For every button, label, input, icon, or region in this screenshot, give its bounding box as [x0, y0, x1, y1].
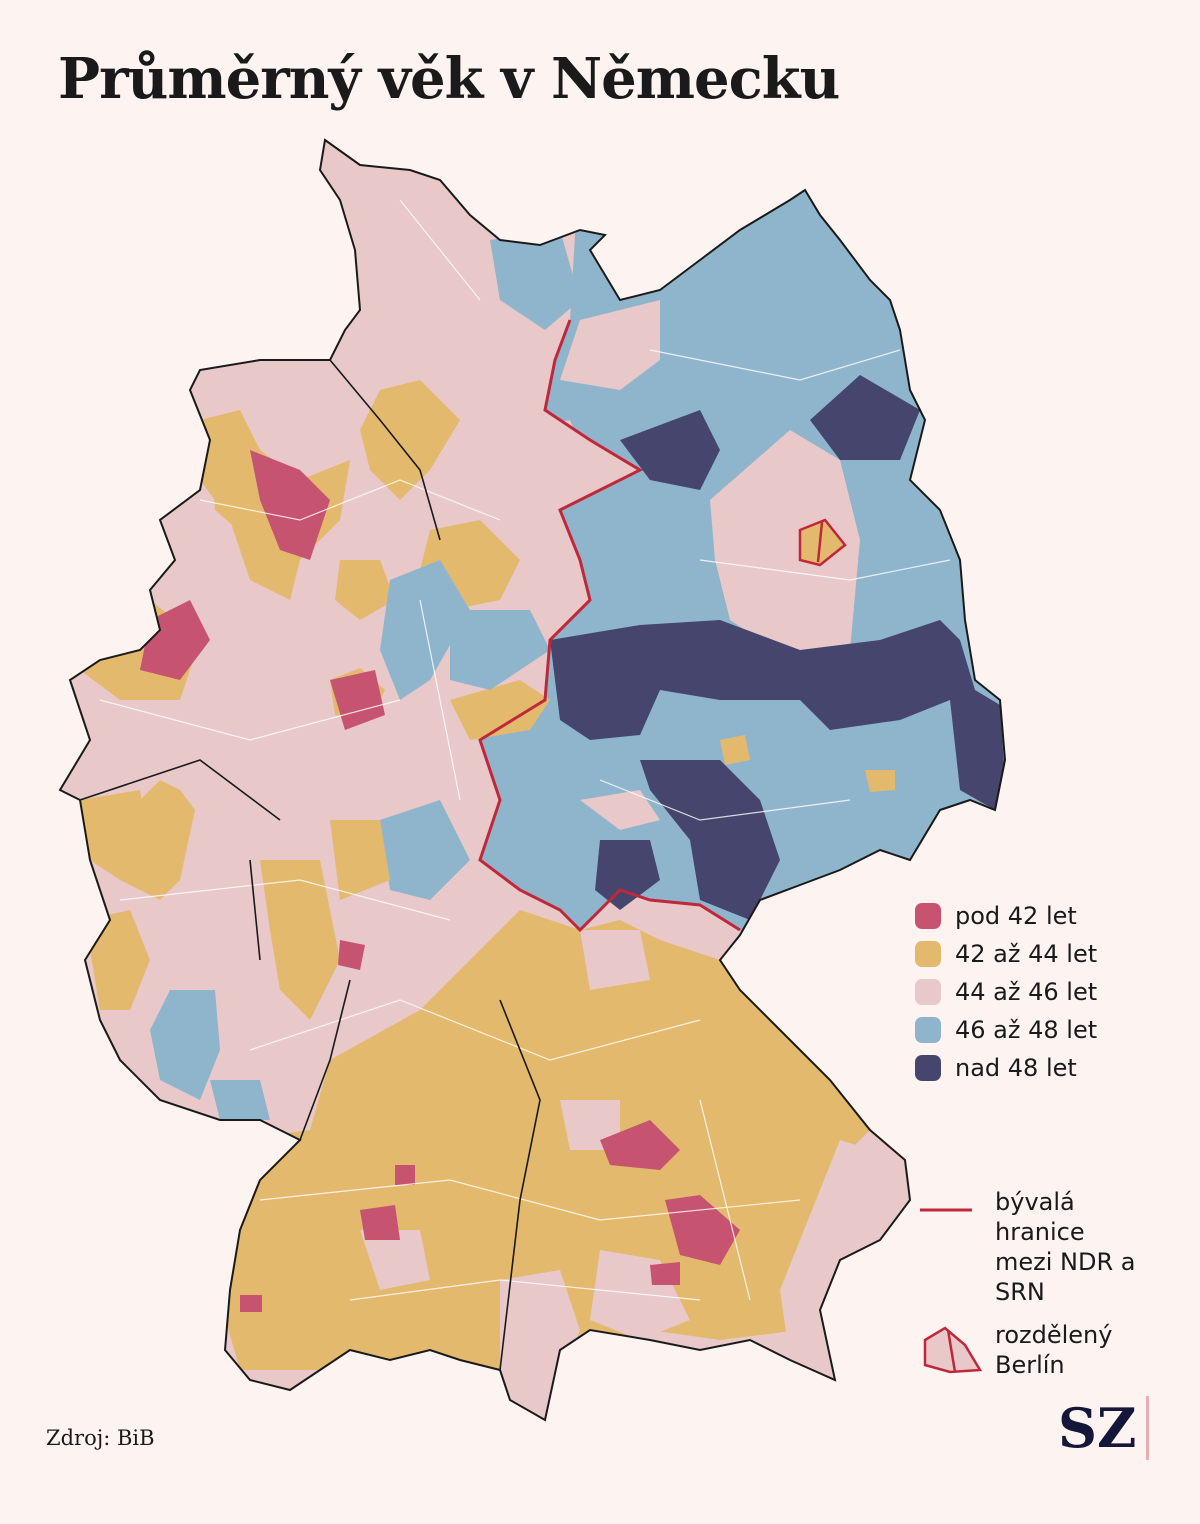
region — [560, 1100, 620, 1150]
region — [640, 760, 780, 920]
legend-swatch — [915, 1055, 941, 1081]
region — [330, 820, 390, 900]
region — [720, 735, 750, 765]
region — [380, 560, 470, 700]
berlin-border — [798, 518, 847, 567]
region — [580, 790, 660, 830]
legend-swatch — [915, 1017, 941, 1043]
legend-swatch — [915, 903, 941, 929]
region — [620, 410, 720, 490]
region — [338, 940, 365, 970]
region — [710, 430, 860, 660]
region — [560, 300, 660, 390]
state-border — [79, 359, 541, 1371]
region — [360, 1230, 430, 1290]
legend-swatch — [915, 941, 941, 967]
legend-label: 44 až 46 let — [955, 978, 1098, 1006]
region — [650, 1262, 680, 1285]
region — [335, 560, 395, 620]
region — [260, 860, 340, 1020]
region — [250, 450, 330, 560]
legend: pod 42 let 42 až 44 let 44 až 46 let 46 až … — [915, 897, 1097, 1087]
region — [490, 230, 580, 330]
region — [380, 800, 470, 900]
legend-item: 46 až 48 let — [915, 1011, 1097, 1049]
region — [150, 990, 220, 1100]
legend-label: 46 až 48 let — [955, 1016, 1098, 1044]
region — [240, 1295, 262, 1312]
region — [395, 1165, 415, 1185]
region — [500, 1270, 580, 1420]
legend-berlin-outline — [923, 1326, 983, 1374]
region — [810, 375, 920, 460]
legend-item: 42 až 44 let — [915, 935, 1097, 973]
district-lines — [99, 199, 951, 1301]
legend-item: nad 48 let — [915, 1049, 1097, 1087]
source: Zdroj: BiB — [46, 1426, 155, 1450]
region — [80, 790, 150, 880]
region — [600, 1120, 680, 1170]
region — [595, 840, 660, 910]
former-border — [478, 319, 741, 933]
region — [520, 420, 590, 500]
legend-item: 44 až 46 let — [915, 973, 1097, 1011]
title: Průměrný věk v Německu — [58, 46, 840, 112]
legend-swatch — [915, 979, 941, 1005]
region — [360, 1205, 400, 1240]
region — [780, 1140, 910, 1380]
region — [550, 620, 1005, 810]
logo: SZ — [1058, 1396, 1150, 1460]
region — [360, 380, 460, 500]
region — [580, 930, 650, 990]
legend-label: 42 až 44 let — [955, 940, 1098, 968]
legend-label: nad 48 let — [955, 1054, 1077, 1082]
region — [210, 1080, 270, 1120]
region — [665, 1195, 740, 1265]
legend-item: pod 42 let — [915, 897, 1097, 935]
berlin-legend: rozdělený Berlín — [995, 1321, 1113, 1379]
region — [450, 680, 550, 740]
region — [865, 770, 895, 792]
legend-label: pod 42 let — [955, 902, 1077, 930]
region — [450, 610, 550, 690]
border-legend: bývalá hranice mezi NDR a SRN — [995, 1188, 1136, 1306]
